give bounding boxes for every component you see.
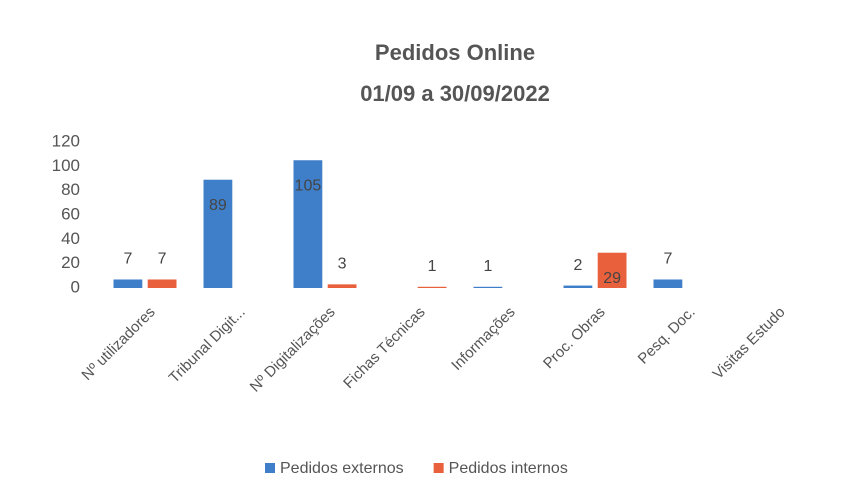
chart-title: Pedidos Online — [375, 40, 535, 65]
data-label: 105 — [295, 177, 322, 194]
x-tick-label: Nº Digitalizações — [247, 304, 339, 396]
x-tick-label: Proc. Obras — [540, 304, 609, 373]
bar — [293, 160, 323, 288]
chart-subtitle: 01/09 a 30/09/2022 — [360, 81, 550, 106]
y-tick-label: 120 — [52, 131, 80, 150]
y-tick-label: 40 — [61, 229, 80, 248]
data-label: 7 — [123, 251, 132, 268]
data-label: 3 — [338, 256, 347, 273]
legend-label: Pedidos internos — [449, 460, 568, 477]
data-label: 89 — [209, 197, 227, 214]
legend-swatch — [265, 463, 275, 473]
x-tick-label: Visitas Estudo — [710, 304, 789, 383]
x-tick-label: Fichas Técnicas — [340, 304, 428, 392]
x-tick-label: Pesq. Doc. — [635, 304, 699, 368]
y-tick-label: 80 — [61, 180, 80, 199]
y-tick-label: 20 — [61, 253, 80, 272]
data-label: 2 — [573, 257, 582, 274]
y-tick-label: 60 — [61, 204, 80, 223]
bar — [147, 279, 177, 288]
legend-label: Pedidos externos — [280, 460, 404, 477]
legend-swatch — [433, 463, 444, 473]
data-label: 7 — [158, 251, 167, 268]
data-label: 1 — [428, 258, 437, 275]
y-tick-label: 100 — [52, 156, 80, 175]
x-tick-label: Tribunal Digit... — [166, 304, 249, 387]
bar — [327, 284, 357, 288]
x-tick-label: Informações — [448, 304, 518, 374]
bar — [473, 286, 503, 288]
data-label: 1 — [483, 258, 492, 275]
bar — [597, 252, 627, 288]
bar — [563, 285, 593, 288]
bar — [203, 179, 233, 288]
data-label: 7 — [663, 251, 672, 268]
data-label: 29 — [603, 270, 621, 287]
bar — [113, 279, 143, 288]
bar — [653, 279, 683, 288]
x-tick-label: Nº utilizadores — [78, 304, 158, 384]
bar — [417, 286, 447, 288]
y-tick-label: 0 — [71, 277, 80, 296]
